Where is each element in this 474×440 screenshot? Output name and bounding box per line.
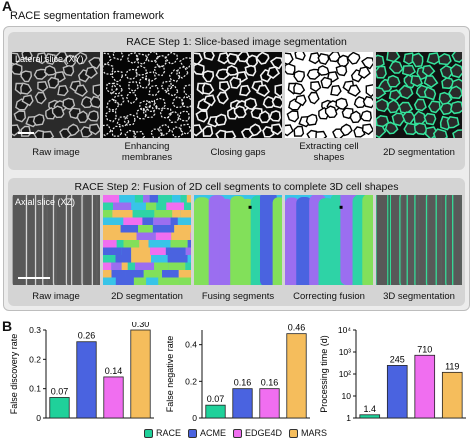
y-tick-label: 1	[346, 413, 351, 423]
chart-processing-time: Processing time (d) 1 10 10² 10³ 10⁴ 1.4 245 710…	[318, 322, 470, 424]
y-tick-label: 10²	[339, 369, 351, 379]
y-tick-label: 0.1	[29, 384, 41, 394]
y-tick-label: 10⁴	[338, 325, 351, 335]
lateral-slice-label: Lateral slice (XY)	[15, 54, 84, 64]
panel-a-title: RACE segmentation framework	[10, 10, 165, 22]
legend-item-edge4d: EDGE4D	[233, 428, 282, 438]
step1-caption-2dseg: 2D segmentation	[383, 147, 455, 158]
y-tick-label: 10³	[339, 347, 351, 357]
step1-caption-raw: Raw image	[32, 147, 80, 158]
y-tick-label: 0.4	[185, 340, 197, 350]
step1-caption-extracting: Extracting cell shapes	[299, 141, 359, 163]
bar-value-label: 0.07	[207, 394, 225, 404]
y-axis-label: False negative rate	[165, 336, 175, 413]
legend-swatch-race	[144, 428, 153, 438]
step1-extracting-cell-shapes	[285, 52, 373, 138]
axial-slice-label: Axial slice (XZ)	[15, 197, 76, 207]
y-axis-label: False discovery rate	[9, 334, 19, 415]
legend-label-mars: MARS	[301, 428, 328, 438]
bar-acme	[386, 365, 408, 419]
y-tick-label: 10	[342, 391, 352, 401]
bar-acme	[76, 341, 97, 419]
legend-swatch-mars	[289, 428, 299, 438]
chart-fnr-svg: False negative rate 0 0.2 0.4 0.07 0.16 0.16 0.…	[165, 323, 310, 423]
bar-edge4d	[259, 388, 280, 419]
bar-race	[359, 414, 381, 419]
bar-edge4d	[414, 354, 436, 419]
step1-raw-image	[12, 52, 100, 138]
chart-time-svg: Processing time (d) 1 10 10² 10³ 10⁴ 1.4 245 710…	[319, 325, 466, 423]
bar-race	[49, 397, 70, 419]
legend-label-acme: ACME	[200, 428, 227, 438]
bar-value-label: 0.16	[234, 378, 252, 388]
y-tick-label: 0.3	[29, 325, 41, 335]
bar-value-label: 0.16	[261, 378, 279, 388]
panel-letter-a: A	[2, 0, 13, 14]
chart-fdr-svg: False discovery rate 0 0.1 0.2 0.3 0.07 0.26 0.…	[9, 319, 154, 423]
step2-2d-segmentation	[103, 195, 191, 285]
step2-caption-2dseg: 2D segmentation	[111, 291, 183, 302]
legend-label-edge4d: EDGE4D	[245, 428, 283, 438]
bar-edge4d	[103, 376, 124, 419]
bar-race	[205, 404, 226, 419]
bar-mars	[286, 333, 307, 419]
step2-caption-3dseg: 3D segmentation	[383, 291, 455, 302]
step2-raw-image	[12, 195, 100, 285]
y-tick-label: 0	[192, 413, 197, 423]
bar-value-label: 0.46	[288, 323, 306, 333]
y-tick-label: 0	[36, 413, 41, 423]
legend-swatch-acme	[188, 428, 198, 438]
legend-item-acme: ACME	[188, 428, 226, 438]
chart-false-negative-rate: False negative rate 0 0.2 0.4 0.07 0.16 0.16 0.…	[164, 322, 314, 424]
step1-header: RACE Step 1: Slice-based image segmentat…	[126, 36, 347, 48]
step2-fusing-segments	[194, 195, 282, 285]
bar-value-label: 0.26	[78, 331, 96, 341]
step2-caption-fusing: Fusing segments	[201, 291, 275, 302]
legend-item-mars: MARS	[289, 428, 327, 438]
y-axis-label: Processing time (d)	[319, 335, 329, 413]
bar-value-label: 1.4	[363, 404, 376, 414]
step1-enhancing-membranes	[103, 52, 191, 138]
y-tick-label: 0.2	[185, 376, 197, 386]
chart-false-discovery-rate: False discovery rate 0 0.1 0.2 0.3 0.07 0.26 0.…	[8, 319, 158, 424]
scale-bar-step1	[18, 132, 34, 134]
legend: RACE ACME EDGE4D MARS	[144, 428, 334, 438]
bar-value-label: 119	[445, 361, 459, 371]
y-tick-label: 0.2	[29, 354, 41, 364]
step2-caption-correcting: Correcting fusion	[293, 291, 365, 302]
step2-caption-raw: Raw image	[32, 291, 80, 302]
bar-value-label: 0.07	[51, 386, 69, 396]
step1-closing-gaps	[194, 52, 282, 138]
step2-header: RACE Step 2: Fusion of 2D cell segments …	[74, 181, 399, 193]
bar-value-label: 245	[390, 354, 405, 364]
bar-acme	[232, 388, 253, 419]
bar-value-label: 0.14	[105, 366, 123, 376]
legend-label-race: RACE	[156, 428, 182, 438]
bar-value-label: 0.30	[132, 322, 150, 329]
scale-bar-step2	[18, 277, 50, 279]
panel-letter-b: B	[2, 318, 13, 334]
legend-swatch-edge4d	[233, 428, 243, 438]
step1-2d-segmentation	[376, 52, 462, 138]
legend-item-race: RACE	[144, 428, 181, 438]
step2-correcting-fusion	[285, 195, 373, 285]
bar-mars	[130, 329, 151, 419]
bar-value-label: 710	[417, 344, 432, 354]
step1-caption-enhancing: Enhancing membranes	[121, 141, 173, 163]
step2-3d-segmentation	[376, 195, 462, 285]
bar-mars	[441, 371, 463, 419]
step1-caption-closing: Closing gaps	[210, 147, 266, 158]
